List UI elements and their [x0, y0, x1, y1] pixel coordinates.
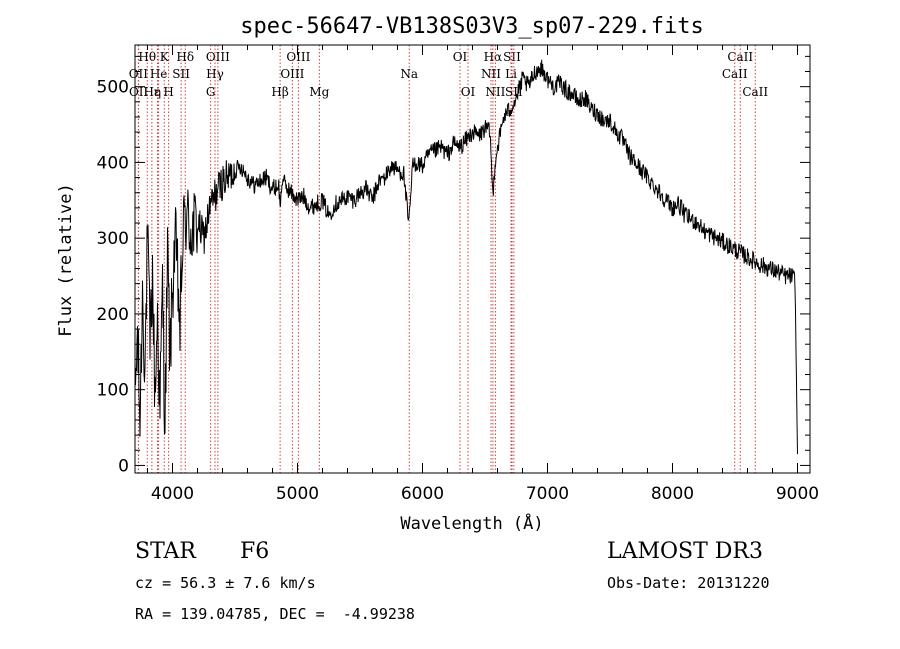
emission-line-label: Hβ: [271, 85, 288, 99]
x-tick-label: 8000: [651, 484, 694, 504]
emission-line-label: Mg: [309, 85, 329, 99]
emission-line-label: H: [163, 85, 173, 99]
y-tick-label: 300: [97, 229, 129, 249]
emission-line-label: OII: [129, 85, 149, 99]
y-tick-label: 200: [97, 305, 129, 325]
x-tick-label: 7000: [526, 484, 569, 504]
y-tick-label: 100: [97, 381, 129, 401]
emission-line-label: Hθ: [138, 50, 156, 64]
emission-line-label: Hδ: [176, 50, 194, 64]
x-tick-label: 9000: [776, 484, 819, 504]
redshift-velocity: cz = 56.3 ± 7.6 km/s: [135, 574, 316, 592]
observation-date: Obs-Date: 20131220: [607, 574, 770, 592]
emission-line-label: CaII: [742, 85, 768, 99]
emission-line-label: NII: [485, 85, 505, 99]
object-subclass: F6: [240, 539, 270, 564]
sky-coordinates: RA = 139.04785, DEC = -4.99238: [135, 605, 415, 623]
x-axis-label: Wavelength (Å): [400, 512, 543, 534]
emission-line-label: OI: [453, 50, 468, 64]
emission-line-label: SII: [172, 67, 190, 81]
emission-line-label: Hα: [484, 50, 503, 64]
object-class: STAR: [135, 539, 196, 564]
emission-line-label: NII: [481, 67, 501, 81]
survey-name: LAMOST DR3: [607, 539, 763, 564]
emission-line-label: Hγ: [206, 67, 224, 81]
emission-line-label: He: [150, 67, 168, 81]
emission-line-label: SII: [503, 50, 521, 64]
emission-line-label: G: [206, 85, 216, 99]
plot-frame: [134, 44, 811, 474]
x-tick-label: 5000: [276, 484, 319, 504]
emission-line-label: OIII: [206, 50, 230, 64]
y-axis-label: Flux (relative): [56, 183, 76, 337]
emission-line-label: Hε: [144, 85, 161, 99]
y-tick-label: 500: [97, 78, 129, 98]
chart-title: spec-56647-VB138S03V3_sp07-229.fits: [240, 14, 704, 39]
emission-line-label: CaII: [727, 50, 753, 64]
axis-ticks: 4000 5000 6000 7000 8000 9000 0 100 200 300 400 500: [97, 45, 819, 504]
emission-line-label: CaII: [722, 67, 748, 81]
x-tick-label: 6000: [401, 484, 444, 504]
emission-line-label: η: [154, 85, 161, 99]
emission-line-label: Li: [505, 67, 517, 81]
y-tick-label: 400: [97, 153, 129, 173]
y-tick-label: 0: [118, 456, 129, 476]
emission-line-label: OI: [461, 85, 476, 99]
emission-line-label: OIII: [280, 67, 304, 81]
x-tick-label: 4000: [151, 484, 194, 504]
emission-line-label: Na: [400, 67, 418, 81]
emission-line-label: K: [160, 50, 170, 64]
spectrum-line: [134, 59, 798, 455]
emission-line-label: OIII: [286, 50, 310, 64]
